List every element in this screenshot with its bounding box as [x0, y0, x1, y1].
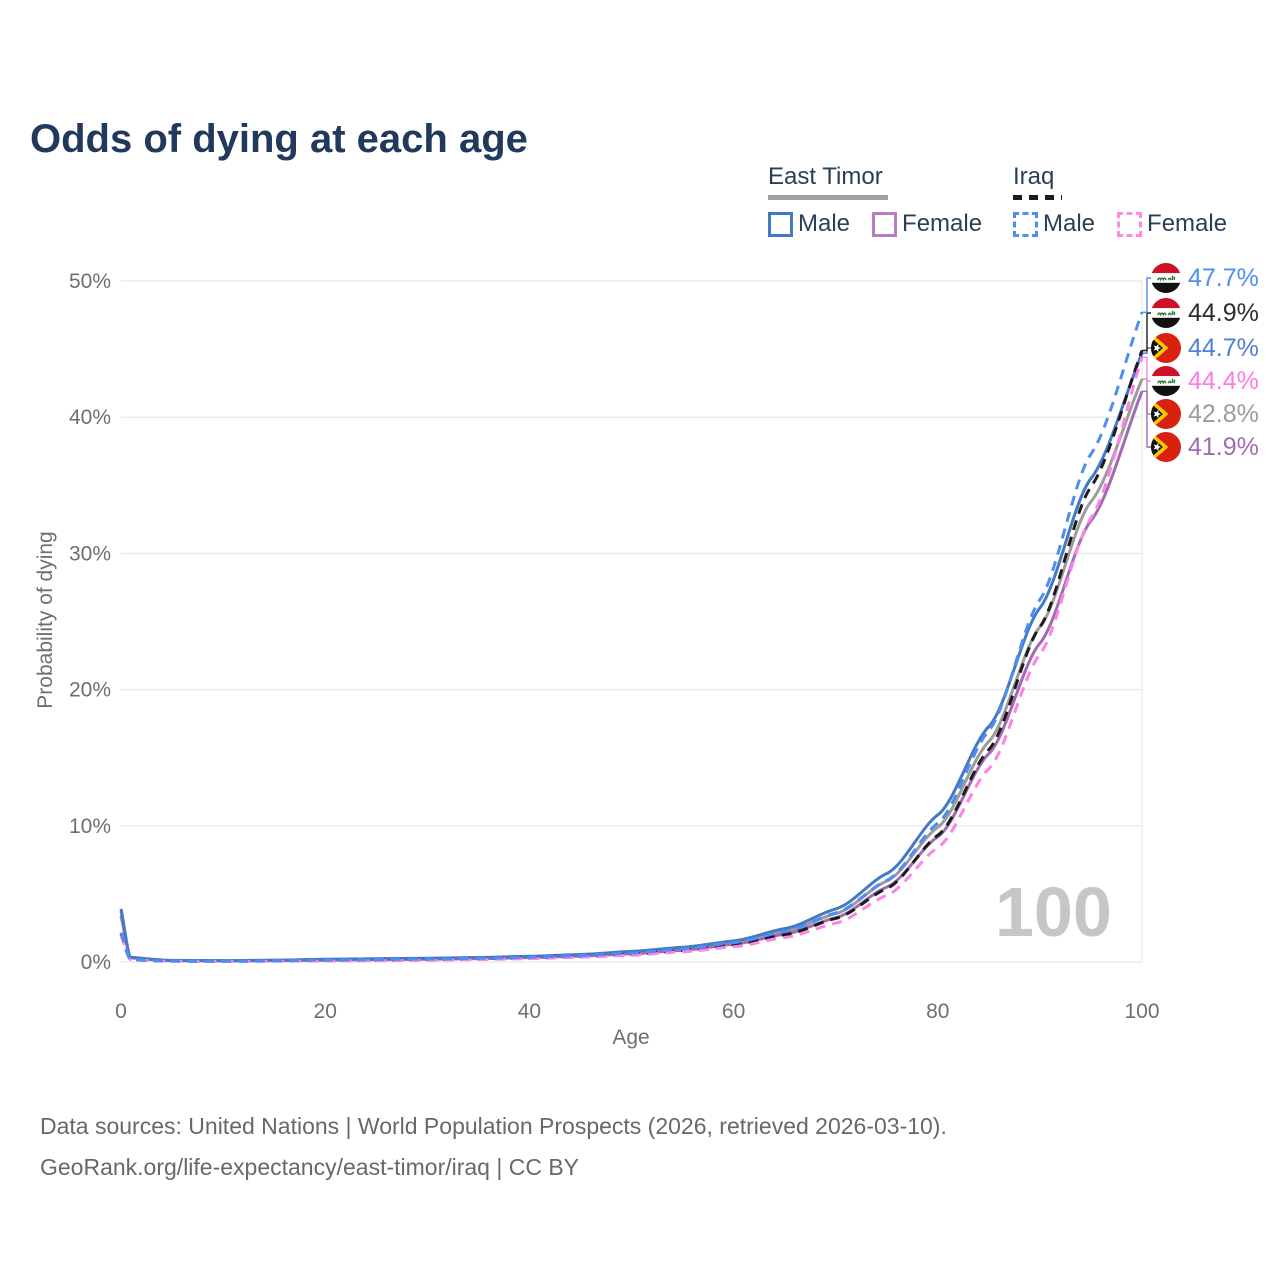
end-label-value: 44.9% [1188, 298, 1259, 327]
checkbox-iraq-female[interactable] [1117, 211, 1143, 237]
y-tick-label: 30% [69, 542, 111, 565]
legend-group-iraq: Iraq Male Female [1013, 163, 1227, 238]
legend-item-label: Male [1043, 210, 1096, 237]
end-label-value: 47.7% [1188, 263, 1259, 292]
end-label-value: 42.8% [1188, 399, 1259, 428]
y-tick-label: 50% [69, 270, 111, 293]
line-east-timor-male [119, 352, 1144, 963]
legend-underline-iraq [1013, 195, 1062, 200]
legend-item-label: Female [902, 210, 983, 237]
legend-group-title-east-timor: East Timor [768, 163, 883, 190]
end-label-east-timor-female: 41.9% [1151, 432, 1259, 462]
iraq-flag-icon [1151, 263, 1181, 293]
line-iraq-combined [119, 349, 1144, 963]
x-tick-label: 0 [115, 1000, 127, 1023]
end-label-iraq-male: 47.7% [1151, 263, 1259, 293]
end-label-value: 41.9% [1188, 432, 1259, 461]
x-axis-title: Age [612, 1026, 650, 1049]
checkbox-east-timor-male[interactable] [768, 211, 793, 237]
footer-data-sources: Data sources: United Nations | World Pop… [40, 1113, 947, 1139]
x-tick-label: 40 [518, 1000, 541, 1023]
x-tick-label: 100 [1124, 1000, 1159, 1023]
y-tick-label: 10% [69, 815, 111, 838]
legend-item-iraq-male[interactable]: Male [1013, 210, 1095, 238]
end-label-value: 44.4% [1188, 366, 1259, 395]
end-label-east-timor-male: 44.7% [1151, 333, 1259, 363]
legend-underline-east-timor [768, 195, 888, 200]
east-timor-flag-icon [1151, 432, 1181, 462]
end-label-iraq-female: 44.4% [1151, 366, 1259, 396]
leader-line-east-timor-female [1142, 390, 1151, 448]
legend-group-title-iraq: Iraq [1013, 163, 1055, 190]
line-iraq-male [119, 311, 1144, 963]
checkbox-iraq-male[interactable] [1013, 211, 1038, 237]
line-east-timor-combined [119, 378, 1144, 963]
legend-item-iraq-female[interactable]: Female [1117, 210, 1227, 238]
x-tick-label: 60 [722, 1000, 745, 1023]
checkbox-east-timor-female[interactable] [872, 211, 898, 237]
line-east-timor-female [119, 390, 1144, 963]
y-axis-title: Probability of dying [34, 531, 57, 709]
end-label-value: 44.7% [1188, 333, 1259, 362]
watermark-age-counter: 100 [995, 873, 1112, 951]
legend-group-east-timor: East Timor Male Female [768, 163, 982, 238]
legend-item-east-timor-male[interactable]: Male [768, 210, 850, 238]
x-tick-label: 20 [314, 1000, 337, 1023]
iraq-flag-icon [1151, 366, 1181, 396]
leader-line-iraq-female [1142, 356, 1151, 382]
footer-attribution: GeoRank.org/life-expectancy/east-timor/i… [40, 1154, 580, 1180]
end-label-iraq-combined: 44.9% [1151, 298, 1259, 328]
end-label-east-timor-combined: 42.8% [1151, 399, 1259, 429]
legend-item-label: Female [1147, 210, 1228, 237]
line-iraq-female [119, 356, 1144, 963]
east-timor-flag-icon [1151, 399, 1181, 429]
footer: Data sources: United Nations | World Pop… [40, 1106, 947, 1188]
legend-item-label: Male [798, 210, 851, 237]
x-tick-label: 80 [926, 1000, 949, 1023]
leader-line-iraq-combined [1142, 312, 1151, 352]
iraq-flag-icon [1151, 298, 1181, 328]
y-tick-label: 20% [69, 679, 111, 702]
legend-item-east-timor-female[interactable]: Female [872, 210, 982, 238]
leader-line-iraq-male [1142, 277, 1151, 313]
y-tick-label: 40% [69, 406, 111, 429]
page-title: Odds of dying at each age [30, 116, 528, 161]
y-tick-label: 0% [81, 951, 111, 974]
east-timor-flag-icon [1151, 333, 1181, 363]
